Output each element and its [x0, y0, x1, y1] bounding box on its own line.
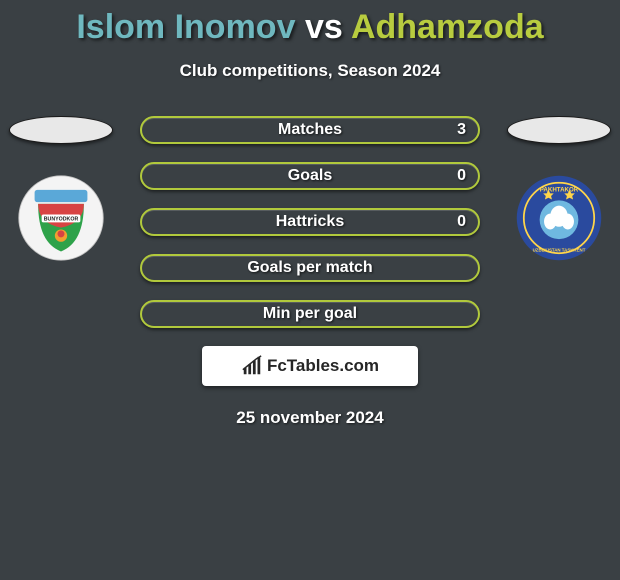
subtitle: Club competitions, Season 2024 [0, 61, 620, 81]
svg-text:PAKHTAKOR: PAKHTAKOR [540, 187, 579, 194]
title-vs: vs [305, 8, 343, 46]
svg-text:UZBEKISTAN TASHKENT: UZBEKISTAN TASHKENT [533, 247, 586, 252]
stat-hattricks-p2: 0 [457, 213, 466, 231]
bar-chart-icon [241, 355, 263, 377]
date-line: 25 november 2024 [0, 408, 620, 428]
stats-block: Matches 3 Goals 0 Hattricks 0 Goals per … [140, 116, 480, 328]
stat-goals-p2: 0 [457, 167, 466, 185]
stat-row-matches: Matches 3 [140, 116, 480, 144]
page-title: Islom Inomov vs Adhamzoda [0, 0, 620, 47]
stat-matches-p2: 3 [457, 121, 466, 139]
club2-badge: PAKHTAKOR UZBEKISTAN TASHKENT [515, 174, 603, 262]
svg-text:BUNYODKOR: BUNYODKOR [44, 217, 79, 223]
fctables-logo-text: FcTables.com [267, 356, 379, 376]
pakhtakor-crest-icon: PAKHTAKOR UZBEKISTAN TASHKENT [515, 174, 603, 262]
stat-row-goals: Goals 0 [140, 162, 480, 190]
stat-row-mpg: Min per goal [140, 300, 480, 328]
title-player2: Adhamzoda [351, 8, 544, 46]
stat-mpg-label: Min per goal [263, 305, 357, 323]
player2-name-oval [507, 116, 611, 144]
content-area: BUNYODKOR PAKHTAKOR UZBEKISTAN TASHKENT [0, 116, 620, 328]
club1-badge: BUNYODKOR [17, 174, 105, 262]
title-player1: Islom Inomov [76, 8, 295, 46]
stat-row-gpm: Goals per match [140, 254, 480, 282]
stat-hattricks-label: Hattricks [276, 213, 344, 231]
fctables-logo-box: FcTables.com [202, 346, 418, 386]
player1-column: BUNYODKOR [6, 116, 116, 262]
player1-name-oval [9, 116, 113, 144]
stat-matches-label: Matches [278, 121, 342, 139]
bunyodkor-crest-icon: BUNYODKOR [17, 174, 105, 262]
player2-column: PAKHTAKOR UZBEKISTAN TASHKENT [504, 116, 614, 262]
stat-gpm-label: Goals per match [247, 259, 372, 277]
stat-goals-label: Goals [288, 167, 332, 185]
stat-row-hattricks: Hattricks 0 [140, 208, 480, 236]
